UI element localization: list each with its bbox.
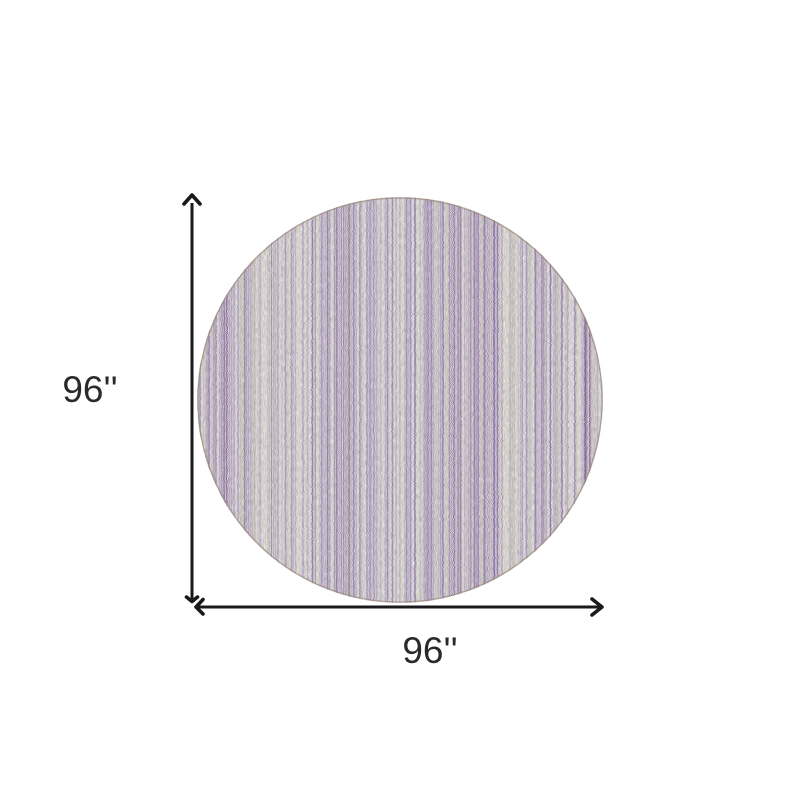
svg-text:96'': 96'' [402, 630, 457, 671]
svg-text:96'': 96'' [62, 369, 117, 410]
